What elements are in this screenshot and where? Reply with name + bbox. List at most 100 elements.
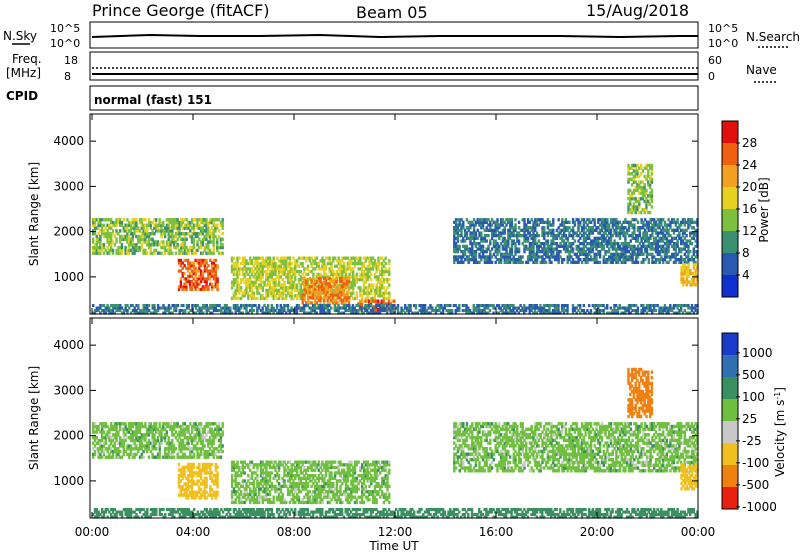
power-cell [153, 304, 155, 307]
power-cell [409, 304, 411, 307]
power-colorbar-segment [722, 165, 738, 188]
power-cell [557, 304, 559, 307]
velocity-cell [171, 439, 173, 442]
power-cell [92, 238, 94, 241]
power-cell [222, 238, 224, 241]
power-cell [233, 257, 235, 260]
power-colorbar-tick: 24 [742, 158, 757, 172]
power-cell [103, 243, 105, 246]
power-cell [183, 272, 185, 275]
power-cell [188, 304, 190, 307]
power-cell [335, 277, 337, 280]
power-cell [568, 221, 570, 224]
power-cell [112, 249, 114, 252]
power-cell [253, 309, 255, 312]
power-cell [451, 309, 453, 312]
power-colorbar-segment [722, 121, 738, 144]
power-cell [316, 257, 318, 260]
power-colorbar-tick: 28 [742, 136, 757, 150]
power-colorbar-tick: 8 [742, 246, 750, 260]
power-cell [695, 269, 697, 272]
power-colorbar-segment [722, 143, 738, 166]
power-colorbar-tick: 4 [742, 268, 750, 282]
power-cell [207, 264, 209, 267]
power-cell [329, 257, 331, 260]
power-cell [312, 273, 314, 276]
cpid-value: normal (fast) 151 [94, 93, 212, 107]
power-cell [511, 218, 513, 221]
power-colorbar-tick: 12 [742, 224, 757, 238]
power-cell [361, 300, 363, 303]
power-cell [487, 234, 489, 237]
nave-tick-bottom: 0 [708, 70, 715, 83]
power-y-label: Slant Range [km] [27, 162, 41, 266]
nsearch-tick-top: 10^5 [708, 22, 738, 35]
power-cell [289, 257, 291, 260]
power-cell [267, 304, 269, 307]
power-region-8 [627, 164, 653, 214]
power-cell [547, 239, 549, 242]
power-cell [115, 238, 117, 241]
power-cell [146, 252, 148, 255]
power-cell [563, 258, 565, 261]
velocity-region-0 [92, 422, 224, 459]
power-cell [491, 261, 493, 264]
velocity-cell [119, 450, 121, 453]
velocity-cell [173, 456, 175, 459]
power-cell [343, 262, 345, 265]
velocity-cell [168, 436, 170, 439]
power-cell [552, 229, 554, 232]
power-cell [558, 218, 560, 221]
freq-panel-frame [90, 52, 698, 80]
freq-tick-bottom: 8 [64, 70, 71, 83]
power-cell [123, 218, 125, 221]
power-cell [514, 218, 516, 221]
power-cell [276, 304, 278, 307]
power-cell [177, 304, 179, 307]
power-cell [458, 304, 460, 307]
power-cell [370, 273, 372, 276]
velocity-cell [155, 422, 157, 425]
power-cell [216, 224, 218, 227]
power-cell [462, 221, 464, 224]
power-cell [144, 218, 146, 221]
power-cell [545, 261, 547, 264]
power-cell [644, 183, 646, 186]
power-cell [648, 258, 650, 261]
velocity-heatmap-marks [92, 368, 699, 519]
power-cell [291, 262, 293, 265]
power-cell [287, 304, 289, 307]
power-cell [559, 250, 561, 253]
power-cell [486, 239, 488, 242]
power-cell [518, 247, 520, 250]
nsky-tick-bottom: 10^0 [50, 37, 80, 50]
power-cell [449, 304, 451, 307]
velocity-cell [142, 456, 144, 459]
power-cell [162, 240, 164, 243]
velocity-cell [155, 447, 157, 450]
power-region-5 [453, 218, 699, 264]
nsearch-label: N.Search [746, 30, 800, 44]
power-cell [633, 223, 635, 226]
power-cell [543, 226, 545, 229]
power-cell [523, 218, 525, 221]
power-cell [388, 278, 390, 281]
power-cell [175, 252, 177, 255]
power-cell [388, 259, 390, 262]
power-colorbar-tick: 20 [742, 180, 757, 194]
power-cell [388, 292, 390, 295]
power-cell [651, 178, 653, 181]
power-cell [283, 281, 285, 284]
power-cell [489, 309, 491, 312]
power-colorbar-segment [722, 231, 738, 254]
power-cell [385, 262, 387, 265]
power-region-0 [92, 218, 224, 255]
power-cell [522, 255, 524, 258]
power-colorbar-label: Power [dB] [757, 177, 771, 242]
power-cell [348, 296, 350, 299]
date-title: 15/Aug/2018 [586, 1, 689, 20]
power-cell [599, 261, 601, 264]
freq-tick-top: 18 [64, 54, 78, 67]
power-cell [171, 252, 173, 255]
power-colorbar-segment [722, 275, 738, 298]
